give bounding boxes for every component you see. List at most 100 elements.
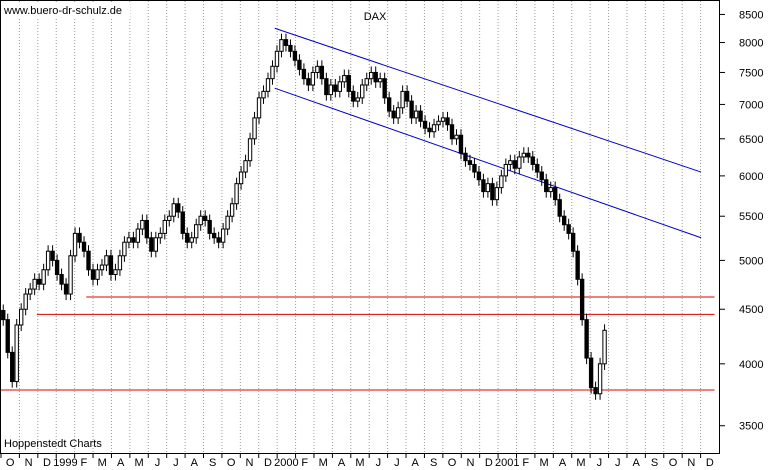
candle-body (526, 152, 531, 158)
candle-body (378, 78, 383, 83)
x-tick-label: A (338, 457, 346, 469)
candle-body (19, 308, 24, 326)
candle-body (602, 329, 607, 365)
x-tick-label: S (209, 457, 216, 469)
trend-channel (274, 27, 702, 239)
candle-body (575, 250, 580, 280)
candle-body (256, 97, 262, 119)
candle-body (364, 78, 369, 86)
candle-body (386, 97, 392, 112)
candle-body (508, 160, 513, 165)
x-tick-label: 2000 (274, 457, 298, 469)
x-tick-label: M (540, 457, 549, 469)
candle-body (252, 117, 257, 140)
candle-body (503, 163, 509, 177)
y-tick-label: 4500 (739, 304, 763, 316)
support-lines (1, 296, 715, 391)
candle-body (548, 187, 553, 193)
candle-body (27, 288, 33, 295)
y-tick-label: 8500 (739, 9, 763, 21)
candle-body (418, 110, 423, 122)
y-tick-label: 6500 (739, 134, 763, 146)
candle-body (274, 50, 280, 67)
x-tick-label: F (522, 457, 529, 469)
x-tick-label: F (301, 457, 308, 469)
x-tick-label: D (485, 457, 493, 469)
candle-body (243, 160, 248, 173)
x-tick-label: M (319, 457, 328, 469)
candle-body (539, 171, 544, 181)
candle-body (579, 278, 585, 321)
candle-body (584, 319, 589, 359)
x-tick-label: D (43, 457, 51, 469)
candle-body (189, 237, 194, 243)
candle-body (185, 232, 190, 243)
x-tick-label: O (448, 457, 457, 469)
candle-body (234, 183, 239, 205)
candle-body (122, 241, 127, 257)
candle-body (324, 78, 329, 96)
candle-body (422, 120, 428, 129)
candle-body (315, 65, 320, 73)
candle-body (481, 179, 486, 193)
candle-body (427, 127, 432, 133)
candle-body (104, 255, 109, 266)
candle-body (355, 97, 360, 102)
candle-body (153, 237, 159, 252)
x-tick-label: O (6, 457, 15, 469)
candle-body (81, 241, 87, 252)
x-axis: O N D 1999 F M A M J J A S O N D 2000 F M A M J J A S O N D 2001 F M A… (0, 453, 714, 469)
x-tick-label: M (98, 457, 107, 469)
y-tick-label: 8000 (739, 38, 763, 50)
x-tick-label: M (355, 457, 364, 469)
candle-body (140, 219, 145, 230)
candle-body (198, 215, 203, 226)
candle-body (395, 107, 401, 119)
x-tick-label: O (227, 457, 236, 469)
candle-body (301, 68, 307, 80)
x-tick-label: D (264, 457, 272, 469)
candle-body (176, 203, 181, 213)
candle-body (553, 187, 558, 201)
candle-body (99, 264, 105, 271)
candle-body (458, 134, 464, 154)
x-tick-label: M (134, 457, 143, 469)
x-tick-label: S (651, 457, 658, 469)
x-tick-label: J (155, 457, 161, 469)
candle-body (95, 269, 100, 280)
candle-body (373, 71, 378, 83)
candle-body (86, 250, 91, 271)
candle-body (342, 75, 347, 83)
candle-body (360, 84, 365, 99)
candle-body (68, 255, 73, 295)
candle-body (413, 110, 419, 119)
x-tick-label: J (394, 457, 400, 469)
candle-body (463, 152, 468, 162)
x-tick-label: 1999 (53, 457, 77, 469)
candle-body (283, 39, 289, 46)
candle-body (570, 232, 576, 252)
candle-body (499, 175, 504, 189)
candles (1, 33, 607, 400)
candle-body (162, 219, 167, 234)
candle-body (535, 163, 540, 173)
candle-body (306, 78, 311, 86)
candle-body (369, 71, 374, 80)
candle-body (337, 81, 342, 92)
candle-body (333, 84, 338, 92)
candle-body (436, 120, 441, 126)
candle-body (445, 117, 450, 126)
candle-body (113, 269, 118, 276)
candle-body (346, 75, 351, 92)
candle-body (180, 211, 185, 234)
x-tick-label: A (412, 457, 420, 469)
candle-body (1, 309, 6, 321)
candle-body (270, 65, 275, 80)
candle-body (194, 224, 199, 239)
candle-body (404, 90, 410, 102)
candle-body (297, 59, 302, 70)
candle-body (220, 228, 226, 243)
y-tick-label: 7000 (739, 99, 763, 111)
